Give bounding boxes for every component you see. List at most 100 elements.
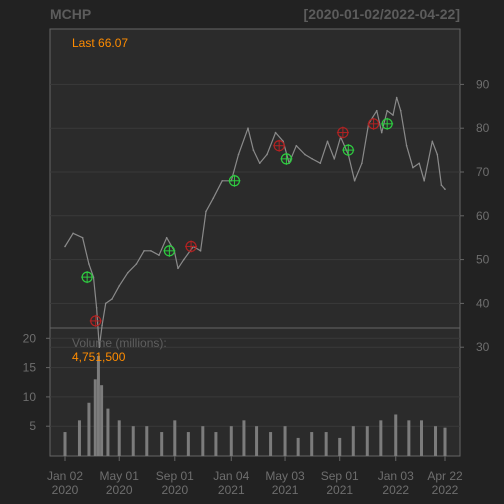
price-point xyxy=(399,109,402,112)
price-point xyxy=(274,131,277,134)
price-point xyxy=(205,210,207,213)
price-point xyxy=(418,162,421,165)
time-tick-year: 2020 xyxy=(106,483,133,497)
price-tick-label: 70 xyxy=(476,165,490,179)
volume-bar xyxy=(324,432,328,456)
volume-bar xyxy=(351,426,355,456)
price-point xyxy=(118,285,121,287)
price-tick-label: 80 xyxy=(476,121,490,135)
price-point xyxy=(295,144,298,147)
price-tick-label: 60 xyxy=(476,209,490,223)
volume-bar xyxy=(201,426,205,456)
volume-bar xyxy=(255,426,259,456)
volume-bar xyxy=(186,432,190,456)
price-point xyxy=(266,153,268,156)
sell-signal-marker xyxy=(89,314,102,327)
volume-bar xyxy=(63,432,67,456)
volume-bar xyxy=(117,420,121,456)
volume-bar xyxy=(394,414,398,456)
volume-bar xyxy=(338,437,342,456)
time-tick-label: Jan 02 xyxy=(47,469,83,483)
volume-tick-label: 5 xyxy=(29,419,36,433)
volume-tick-label: 15 xyxy=(23,361,37,375)
sell-signal-marker xyxy=(367,117,380,130)
price-point xyxy=(258,162,261,165)
sell-signal-marker xyxy=(273,139,286,152)
price-point xyxy=(436,153,439,156)
volume-value: 4,751,500 xyxy=(72,350,126,364)
price-point xyxy=(199,250,202,252)
price-point xyxy=(150,250,152,252)
buy-signal-marker xyxy=(381,117,394,130)
buy-signal-marker xyxy=(228,174,241,187)
price-point xyxy=(95,306,98,309)
volume-bar xyxy=(379,420,383,456)
time-tick-label: Jan 04 xyxy=(213,469,249,483)
volume-bar xyxy=(160,432,164,456)
price-point xyxy=(212,197,215,200)
buy-signal-marker xyxy=(342,144,355,157)
volume-bar xyxy=(242,420,246,456)
time-tick-label: May 01 xyxy=(100,469,140,483)
price-point xyxy=(165,236,168,239)
price-point xyxy=(64,245,66,248)
price-tick-label: 40 xyxy=(476,296,490,310)
price-point xyxy=(395,96,398,99)
price-panel-background xyxy=(49,28,461,329)
price-point xyxy=(405,144,408,147)
last-price-label: Last 66.07 xyxy=(72,36,129,50)
price-tick-label: 90 xyxy=(476,77,490,91)
price-point xyxy=(237,153,240,156)
price-point xyxy=(252,149,255,151)
price-tick-label: 50 xyxy=(476,253,490,267)
price-point xyxy=(101,324,103,327)
volume-axis: 5 10 15 20 xyxy=(23,331,50,433)
time-tick-label: May 03 xyxy=(265,469,305,483)
price-point xyxy=(353,179,356,182)
price-point xyxy=(104,302,107,305)
volume-bar xyxy=(283,426,287,456)
price-point xyxy=(423,179,426,182)
volume-bar xyxy=(296,437,300,456)
volume-bar xyxy=(87,402,91,456)
time-tick-label: Jan 03 xyxy=(378,469,414,483)
sell-signal-marker xyxy=(185,240,198,253)
volume-bar xyxy=(229,426,233,456)
price-point xyxy=(183,258,185,261)
price-point xyxy=(72,232,74,235)
price-point xyxy=(319,162,322,165)
price-point xyxy=(444,188,446,191)
price-point xyxy=(143,250,145,252)
price-point xyxy=(412,166,414,169)
volume-bar xyxy=(269,432,273,456)
time-tick-label: Sep 01 xyxy=(321,469,359,483)
volume-bar xyxy=(145,426,149,456)
price-point xyxy=(135,263,138,265)
buy-signal-marker xyxy=(81,271,94,284)
price-point xyxy=(247,127,249,129)
price-point xyxy=(81,236,84,239)
price-point xyxy=(386,109,388,112)
price-point xyxy=(375,109,378,112)
price-point xyxy=(127,271,129,274)
time-tick-year: 2022 xyxy=(432,483,459,497)
volume-bar xyxy=(310,432,314,456)
time-tick-year: 2020 xyxy=(161,483,188,497)
price-tick-label: 30 xyxy=(476,340,490,354)
price-point xyxy=(111,298,113,300)
signal-markers xyxy=(81,117,394,327)
price-grid xyxy=(50,83,460,348)
volume-bar xyxy=(93,379,97,456)
time-tick-year: 2021 xyxy=(272,483,299,497)
volume-bar xyxy=(100,385,104,456)
volume-tick-label: 10 xyxy=(23,390,37,404)
time-tick-year: 2020 xyxy=(52,483,79,497)
volume-bar xyxy=(365,426,369,456)
chart-title-symbol: MCHP xyxy=(50,6,92,22)
volume-title: Volume (millions): xyxy=(72,336,167,350)
time-tick-label: Sep 01 xyxy=(156,469,194,483)
price-point xyxy=(88,263,90,265)
volume-bar xyxy=(96,355,100,456)
chart-title-date-range: [2020-01-02/2022-04-22] xyxy=(303,6,460,22)
